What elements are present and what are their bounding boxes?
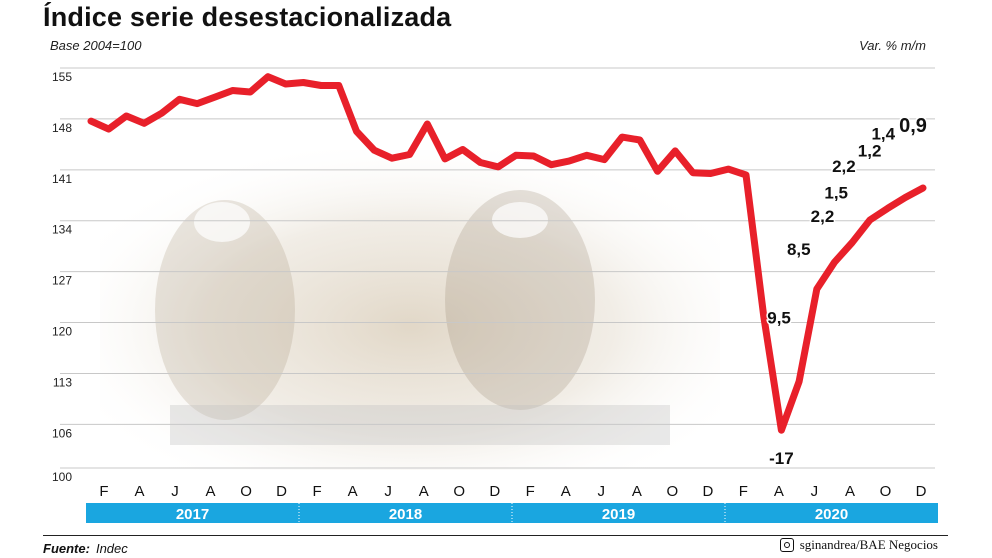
workers-photo-background: [100, 150, 720, 470]
data-label: -17: [769, 449, 794, 468]
y-tick-label: 113: [53, 375, 72, 389]
data-label: 2,2: [811, 207, 835, 226]
data-label: 9,5: [767, 308, 791, 327]
year-label: 2017: [176, 506, 209, 523]
chart-title: Índice serie desestacionalizada: [43, 2, 452, 32]
x-tick-label: A: [774, 483, 784, 500]
data-label: 8,5: [787, 240, 811, 259]
x-tick-label: A: [206, 483, 216, 500]
x-tick-label: O: [240, 483, 252, 500]
x-tick-label: A: [419, 483, 429, 500]
x-tick-label: D: [276, 483, 287, 500]
credit-text: sginandrea/BAE Negocios: [799, 537, 938, 552]
x-tick-label: F: [526, 483, 535, 500]
x-tick-label: A: [348, 483, 358, 500]
unit-label: Var. % m/m: [859, 38, 926, 53]
y-tick-label: 100: [52, 470, 72, 484]
x-tick-label: F: [739, 483, 748, 500]
x-tick-label: D: [489, 483, 500, 500]
data-label: 1,5: [824, 184, 848, 203]
data-label: 1,4: [871, 124, 895, 143]
x-tick-label: D: [702, 483, 713, 500]
data-label: 1,2: [858, 141, 882, 160]
y-tick-label: 127: [52, 274, 72, 288]
footer-divider: [43, 535, 948, 536]
y-tick-label: 120: [52, 325, 72, 339]
x-tick-label: J: [811, 483, 819, 500]
x-tick-label: F: [99, 483, 108, 500]
data-label: 0,9: [899, 115, 927, 137]
data-label: 2,2: [832, 157, 856, 176]
footer-source: Fuente: Indec: [43, 541, 128, 556]
x-tick-label: A: [845, 483, 855, 500]
x-tick-label: O: [880, 483, 892, 500]
base-label: Base 2004=100: [50, 38, 142, 53]
y-tick-label: 106: [52, 426, 72, 440]
x-tick-label: A: [135, 483, 145, 500]
y-tick-label: 148: [52, 121, 72, 135]
x-tick-label: J: [598, 483, 606, 500]
year-label: 2019: [602, 506, 635, 523]
series-line: [87, 73, 927, 434]
x-tick-label: F: [313, 483, 322, 500]
y-tick-label: 155: [52, 70, 72, 84]
x-tick-label: A: [632, 483, 642, 500]
x-tick-label: J: [384, 483, 392, 500]
source-label: Fuente:: [43, 541, 90, 556]
y-tick-label: 141: [52, 172, 72, 186]
source-value: Indec: [95, 541, 128, 556]
year-label: 2020: [815, 506, 848, 523]
year-label: 2018: [389, 506, 422, 523]
footer-credit: sginandrea/BAE Negocios: [779, 537, 938, 553]
x-tick-label: J: [171, 483, 179, 500]
x-tick-label: D: [916, 483, 927, 500]
instagram-icon: [779, 538, 794, 552]
x-tick-label: A: [561, 483, 571, 500]
x-tick-label: O: [453, 483, 465, 500]
x-tick-label: O: [667, 483, 679, 500]
y-tick-label: 134: [52, 223, 72, 237]
